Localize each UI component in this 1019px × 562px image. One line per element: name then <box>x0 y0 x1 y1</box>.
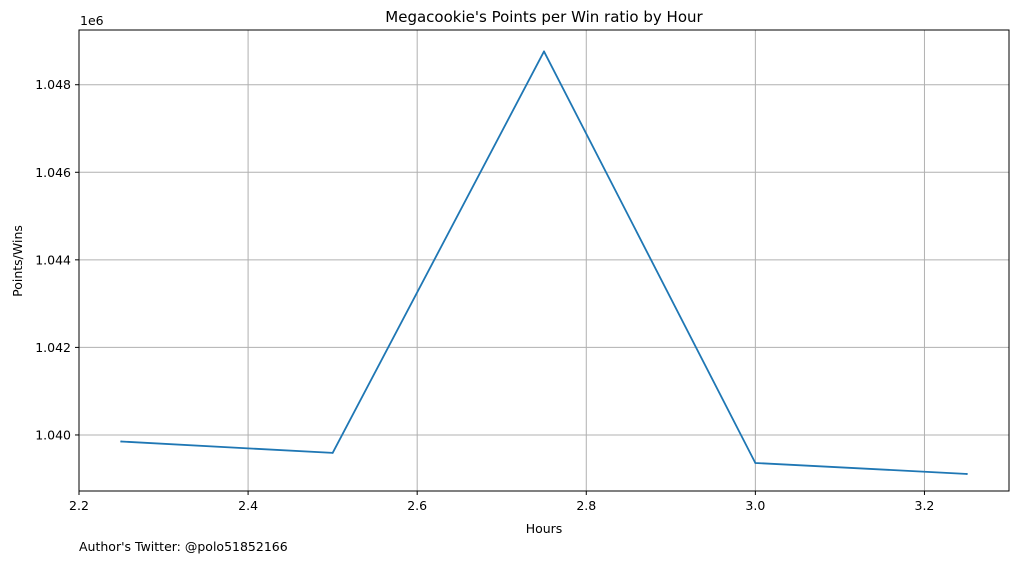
chart-title: Megacookie's Points per Win ratio by Hou… <box>385 8 703 26</box>
grid-lines <box>78 30 1009 491</box>
data-point <box>331 452 334 454</box>
y-tick-label: 1.046 <box>35 165 71 180</box>
data-point <box>543 50 545 53</box>
series-layer <box>120 50 968 475</box>
x-axis-label: Hours <box>526 521 563 536</box>
data-point <box>754 462 757 464</box>
x-tick-label: 3.2 <box>915 498 935 513</box>
y-axis-offset-label: 1e6 <box>80 13 104 28</box>
y-tick-label: 1.042 <box>35 340 71 355</box>
data-point <box>120 440 123 443</box>
x-tick-label: 2.8 <box>576 498 596 513</box>
x-axis-ticks: 2.2 2.4 2.6 2.8 3.0 3.2 <box>69 491 934 513</box>
y-tick-label: 1.040 <box>35 427 71 442</box>
author-twitter-note: Author's Twitter: @polo51852166 <box>79 539 288 554</box>
y-tick-label: 1.044 <box>35 252 71 267</box>
x-tick-label: 2.2 <box>69 498 89 513</box>
data-point <box>965 473 968 475</box>
axes-frame <box>78 29 1010 492</box>
x-tick-label: 3.0 <box>745 498 765 513</box>
y-axis-ticks: 1.040 1.042 1.044 1.046 1.048 <box>35 77 79 442</box>
x-tick-label: 2.6 <box>407 498 427 513</box>
y-axis-label: Points/Wins <box>10 225 25 297</box>
y-tick-label: 1.048 <box>35 77 71 92</box>
x-tick-label: 2.4 <box>238 498 258 513</box>
